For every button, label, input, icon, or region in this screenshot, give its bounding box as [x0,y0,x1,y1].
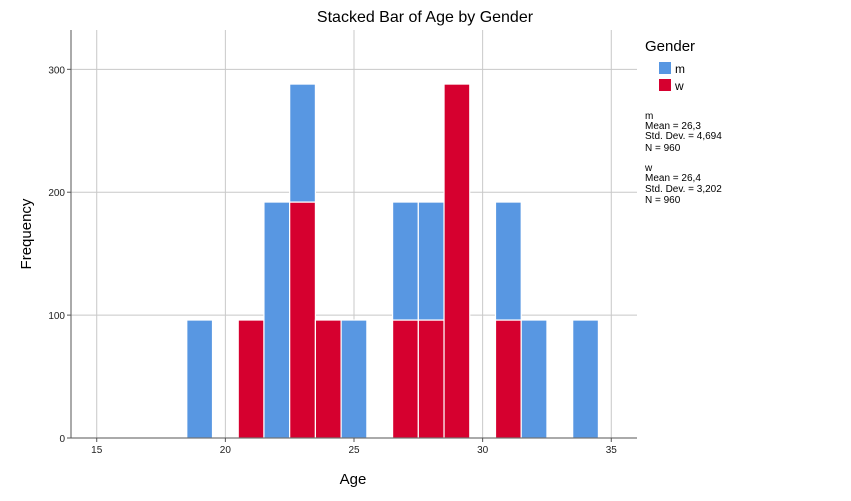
stats-group-label: m [645,111,653,122]
axes: 15 20 25 30 35 0 100 200 300 [48,30,637,456]
bar-w-23 [289,201,317,439]
legend: Gender m w [645,38,695,93]
bar-w-28 [417,319,445,439]
stats-mean: Mean = 26,4 [645,173,701,184]
stats-group-label: w [644,163,653,174]
bar-m-28 [417,201,445,321]
stats-mean: Mean = 26,3 [645,121,701,132]
x-tick-label: 25 [348,445,360,456]
bar-w-24 [314,319,342,439]
y-tick-label: 100 [48,311,65,322]
bar-w-29 [443,83,471,439]
y-tick-label: 0 [59,434,65,445]
bar-m-31 [494,201,522,321]
chart-title: Stacked Bar of Age by Gender [317,9,534,26]
bar-w-27 [391,319,419,439]
legend-label-m: m [675,62,685,76]
stats-n: N = 960 [645,143,681,154]
stats-std-dev: Std. Dev. = 4,694 [645,131,722,142]
bar-m-32 [520,319,548,439]
legend-title: Gender [645,38,695,55]
bar-m-34 [572,319,600,439]
legend-swatch-w [659,79,671,91]
y-axis-label: Frequency [18,198,35,269]
bars [186,83,600,439]
bar-m-27 [391,201,419,321]
stats-std-dev: Std. Dev. = 3,202 [645,184,722,195]
x-tick-label: 35 [606,445,618,456]
x-tick-label: 30 [477,445,489,456]
y-tick-label: 300 [48,65,65,76]
bar-m-22 [263,201,291,439]
bar-w-21 [237,319,265,439]
bar-m-19 [186,319,214,439]
stats-block-w: w Mean = 26,4 Std. Dev. = 3,202 N = 960 [644,163,722,206]
legend-swatch-m [659,62,671,74]
stats-n: N = 960 [645,195,681,206]
y-tick-label: 200 [48,188,65,199]
bar-m-23 [289,83,317,203]
x-tick-label: 20 [220,445,232,456]
stats-block-m: m Mean = 26,3 Std. Dev. = 4,694 N = 960 [645,111,722,154]
legend-label-w: w [674,79,684,93]
grid-lines [71,30,637,438]
x-axis-label: Age [340,471,367,488]
bar-m-25 [340,319,368,439]
bar-w-31 [494,319,522,439]
x-tick-label: 15 [91,445,103,456]
